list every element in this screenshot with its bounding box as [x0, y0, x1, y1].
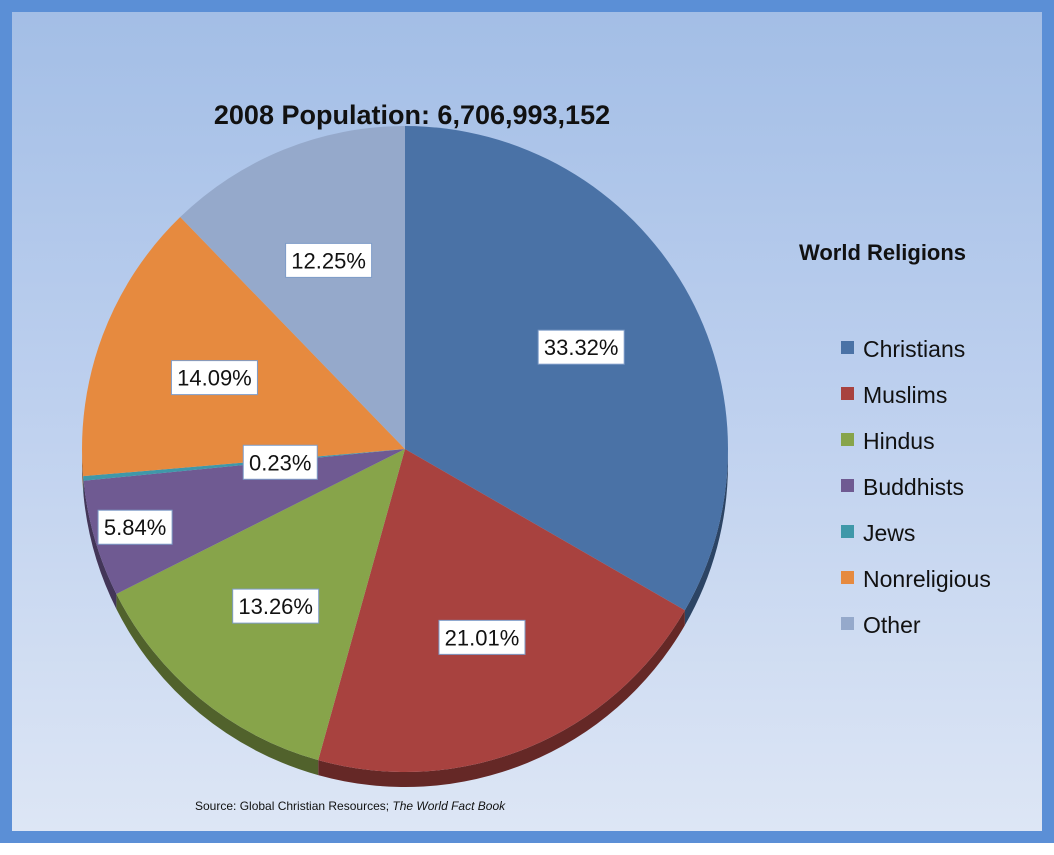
data-label-hindus: 13.26%	[238, 594, 313, 619]
data-label-christians: 33.32%	[544, 335, 619, 360]
legend-swatch-hindus	[841, 433, 854, 446]
source-prefix: Source: Global Christian Resources;	[195, 799, 392, 813]
legend-title: World Religions	[799, 240, 966, 265]
legend-label-jews: Jews	[863, 520, 915, 546]
legend-label-nonreligious: Nonreligious	[863, 566, 991, 592]
legend: Christians Muslims Hindus Buddhists Jews Nonr…	[841, 336, 991, 638]
chart-canvas: 2008 Population: 6,706,993,152 33.32% 21.…	[12, 12, 1054, 855]
legend-swatch-nonreligious	[841, 571, 854, 584]
legend-label-buddhists: Buddhists	[863, 474, 964, 500]
legend-label-christians: Christians	[863, 336, 965, 362]
legend-swatch-other	[841, 617, 854, 630]
legend-label-other: Other	[863, 612, 921, 638]
source-publication: The World Fact Book	[392, 799, 506, 813]
legend-swatch-muslims	[841, 387, 854, 400]
data-label-nonreligious: 14.09%	[177, 366, 252, 391]
legend-swatch-christians	[841, 341, 854, 354]
data-label-buddhists: 5.84%	[104, 515, 166, 540]
pie-slices	[82, 126, 728, 772]
legend-label-muslims: Muslims	[863, 382, 947, 408]
legend-swatch-buddhists	[841, 479, 854, 492]
source-note: Source: Global Christian Resources; The …	[195, 799, 506, 813]
data-label-muslims: 21.01%	[445, 625, 520, 650]
data-label-other: 12.25%	[291, 248, 366, 273]
chart-title: 2008 Population: 6,706,993,152	[214, 100, 610, 130]
data-label-jews: 0.23%	[249, 450, 311, 475]
legend-swatch-jews	[841, 525, 854, 538]
legend-label-hindus: Hindus	[863, 428, 935, 454]
